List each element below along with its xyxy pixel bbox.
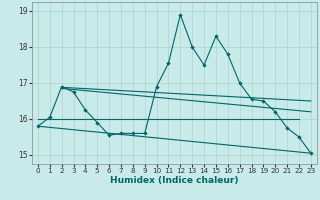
X-axis label: Humidex (Indice chaleur): Humidex (Indice chaleur) bbox=[110, 176, 239, 185]
